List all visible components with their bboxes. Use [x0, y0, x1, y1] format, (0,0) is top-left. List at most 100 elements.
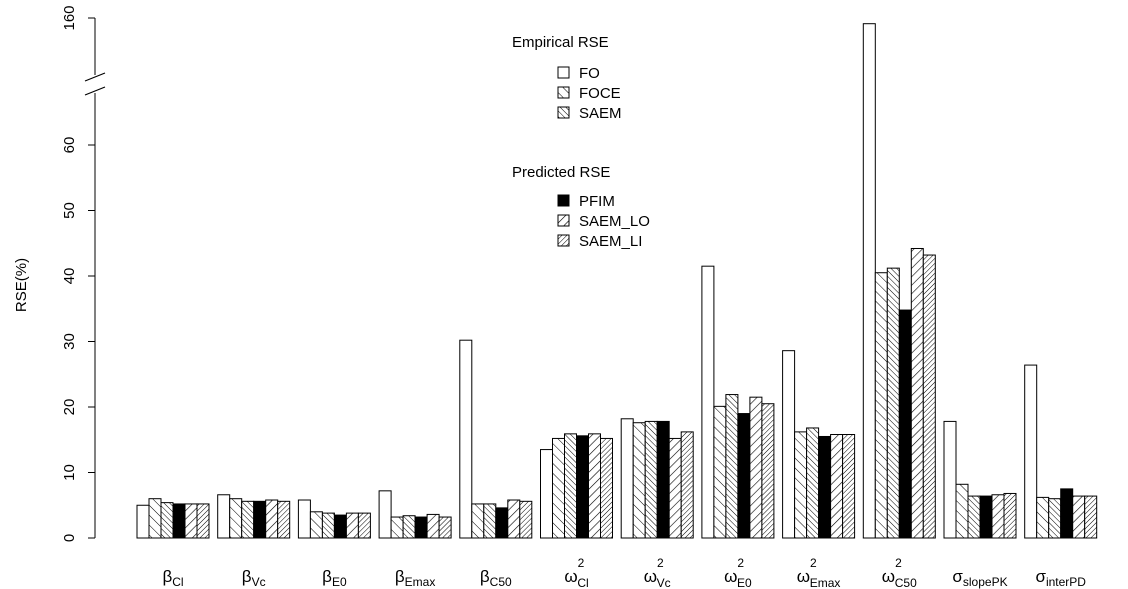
bar-saem-1 [241, 500, 255, 539]
bar-saem_lo-8 [830, 434, 844, 539]
x-tick-label: σinterPD [1035, 567, 1086, 589]
bar-saem_li-11 [1084, 495, 1098, 539]
y-axis-label: RSE(%) [13, 258, 30, 312]
bar-fo-7 [701, 265, 715, 539]
legend-title-empirical: Empirical RSE [512, 34, 609, 51]
bar-fo-3 [378, 490, 392, 539]
legend-swatch-saem_lo [557, 214, 570, 227]
bar-foce-0 [148, 498, 162, 539]
y-tick-label: 10 [61, 464, 78, 481]
bar-saem_lo-4 [507, 499, 521, 539]
x-tick-label: ω2 Cl [564, 556, 588, 589]
bar-pfim-5 [576, 435, 589, 539]
legend-label-fo: FO [579, 65, 600, 82]
bar-saem-0 [160, 502, 174, 539]
x-tick-label: βC50 [480, 567, 512, 589]
bar-foce-7 [713, 405, 727, 539]
bar-saem-9 [886, 267, 900, 539]
bar-fo-4 [459, 339, 473, 539]
bar-saem_lo-11 [1072, 495, 1086, 539]
bar-saem_li-5 [600, 437, 613, 539]
bar-pfim-9 [898, 309, 912, 539]
bar-saem-7 [725, 394, 739, 539]
bar-pfim-7 [737, 413, 751, 539]
y-tick-label: 60 [61, 137, 78, 154]
bar-foce-5 [552, 437, 565, 539]
y-tick-label: 50 [61, 202, 78, 219]
bar-pfim-11 [1060, 488, 1074, 539]
bar-foce-9 [874, 272, 888, 539]
bar-pfim-6 [656, 420, 670, 539]
bar-saem_lo-2 [345, 512, 359, 539]
legend-label-saem: SAEM [579, 105, 622, 122]
bar-saem_li-4 [519, 500, 533, 539]
bar-fo-9 [862, 23, 876, 539]
legend-label-saem_li: SAEM_LI [579, 233, 642, 250]
bar-fo-0 [136, 504, 150, 539]
x-tick-labels: βCl βVc βE0 βEmax βC50 ω2 Cl ω2 Vc ω2 E0 ω2 Emax ω2 C5… [162, 556, 1086, 589]
bar-foce-8 [794, 431, 808, 539]
y-tick-label: 30 [61, 333, 78, 350]
legend-label-foce: FOCE [579, 85, 621, 102]
bar-fo-11 [1024, 364, 1038, 539]
bar-saem_lo-10 [991, 494, 1005, 539]
bar-saem-4 [483, 503, 497, 539]
bar-fo-10 [943, 420, 957, 539]
bar-foce-1 [229, 498, 243, 539]
x-tick-label: ω2 Vc [644, 556, 671, 589]
legend-swatch-saem [557, 106, 570, 119]
bar-saem_li-3 [438, 516, 452, 539]
bar-foce-3 [390, 516, 404, 539]
bar-foce-10 [955, 483, 969, 539]
bars-group [136, 23, 1098, 539]
x-tick-label: βVc [242, 567, 266, 589]
bar-saem-3 [402, 515, 416, 539]
bar-saem_li-2 [357, 512, 371, 539]
bar-saem_li-0 [196, 503, 210, 539]
bar-saem_li-10 [1003, 492, 1017, 539]
bar-pfim-1 [253, 500, 267, 539]
y-tick-label: 160 [61, 5, 78, 30]
bar-saem-8 [806, 427, 820, 539]
x-tick-label: ω2 E0 [724, 556, 752, 589]
legend-label-pfim: PFIM [579, 193, 615, 210]
x-tick-label: σslopePK [952, 567, 1007, 589]
bar-saem_lo-0 [184, 503, 198, 539]
y-tick-label: 0 [61, 534, 78, 542]
bar-saem-2 [321, 512, 335, 539]
x-tick-label: βE0 [322, 567, 347, 589]
bar-saem_lo-9 [910, 247, 924, 539]
bar-pfim-0 [172, 503, 186, 539]
bar-saem_li-9 [922, 254, 936, 539]
bar-saem_li-8 [842, 434, 856, 539]
bar-saem_lo-7 [749, 396, 763, 539]
x-tick-label: ω2 Emax [797, 556, 841, 589]
x-tick-label: βEmax [395, 567, 435, 589]
y-axis: 0 10 20 30 40 50 60 160 [61, 5, 106, 542]
legend-swatch-foce [557, 86, 570, 99]
x-tick-label: ω2 C50 [882, 556, 917, 589]
bar-fo-5 [540, 449, 553, 539]
bar-fo-8 [782, 350, 796, 539]
bar-pfim-3 [414, 516, 428, 539]
bar-pfim-2 [333, 514, 347, 539]
bar-foce-6 [632, 422, 646, 539]
bar-saem_li-7 [761, 403, 775, 539]
bar-saem-10 [967, 495, 981, 539]
bar-saem_lo-5 [588, 433, 601, 539]
legend-swatch-fo [557, 66, 570, 79]
bar-fo-2 [297, 499, 311, 539]
bar-fo-1 [217, 494, 231, 539]
bar-pfim-10 [979, 495, 993, 539]
bar-saem_lo-6 [668, 437, 682, 539]
x-tick-label: βCl [162, 567, 183, 589]
bar-saem_lo-1 [265, 499, 279, 539]
bar-pfim-4 [495, 507, 509, 539]
bar-saem_lo-3 [426, 513, 440, 539]
bar-foce-4 [471, 503, 485, 539]
y-tick-label: 20 [61, 399, 78, 416]
legend-label-saem_lo: SAEM_LO [579, 213, 650, 230]
bar-foce-2 [309, 511, 323, 539]
legend: Empirical RSE Predicted RSE FO FOCE SAEM PF… [512, 34, 650, 250]
